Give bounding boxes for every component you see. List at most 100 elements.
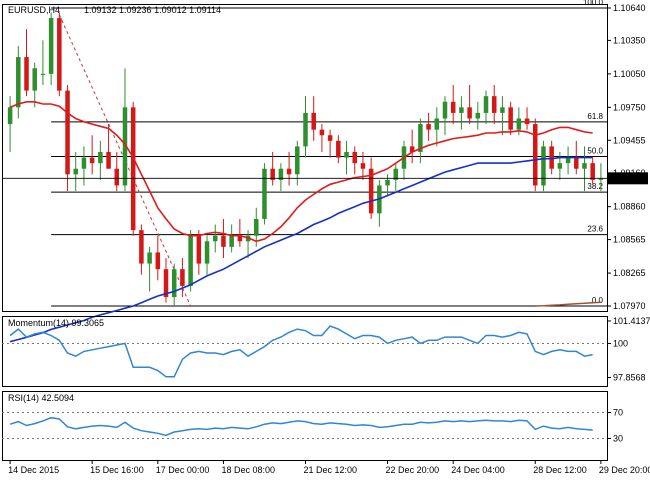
candle-bull <box>212 235 218 242</box>
candle-bull <box>459 107 464 113</box>
candle-bear <box>574 157 579 169</box>
rsi-tick-label: 70 <box>613 408 623 418</box>
time-tick-label: 24 Dec 04:00 <box>451 465 505 475</box>
candle-bear <box>139 230 144 264</box>
candle-bull <box>475 112 481 119</box>
time-tick-label: 21 Dec 12:00 <box>304 465 358 475</box>
candle-bear <box>368 168 374 214</box>
candle-bull <box>122 107 128 186</box>
candle-bull <box>557 163 563 169</box>
candle-bear <box>286 168 292 175</box>
candle-bull <box>98 151 103 164</box>
momentum-panel: 101.4137 100 97.8568 <box>2 316 650 387</box>
candle-bull <box>598 178 604 180</box>
candle-bull <box>385 179 390 186</box>
candle-bull <box>393 168 399 180</box>
candle-bull <box>516 118 522 130</box>
main-title: EURUSD,H4 <box>8 5 60 15</box>
candle-bull <box>147 252 152 264</box>
price-tick-label: 1.10640 <box>613 3 646 13</box>
time-axis: 14 Dec 2015 15 Dec 16:00 17 Dec 00:00 18 De… <box>8 460 650 475</box>
candle-bull <box>418 124 423 152</box>
candle-bear <box>106 151 111 169</box>
candle-bear <box>163 269 169 298</box>
candle-bear <box>114 168 120 186</box>
current-price-label: 1.09114 <box>611 174 643 184</box>
candle-bear <box>24 57 29 91</box>
candle-bear <box>352 151 357 164</box>
time-tick-label: 18 Dec 08:00 <box>221 465 275 475</box>
ma-red-line <box>9 101 593 243</box>
main-price-panel: 1.10640 1.10350 1.10050 1.09750 1.09455 1.091… <box>2 0 648 343</box>
candle-bear <box>524 118 530 125</box>
candle-bear <box>65 90 70 175</box>
candle-bear <box>89 157 95 164</box>
candle-bull <box>40 73 46 75</box>
time-tick-label: 17 Dec 00:00 <box>156 465 210 475</box>
candle-bull <box>344 151 349 158</box>
price-tick-label: 1.09455 <box>613 135 646 145</box>
fib-label: 61.8 <box>587 112 603 121</box>
panel-frame <box>2 4 608 312</box>
candle-bear <box>155 252 161 270</box>
candle-bull <box>303 112 308 147</box>
candle-bear <box>319 129 325 136</box>
fib-label: 23.6 <box>587 225 603 234</box>
time-tick-label: 14 Dec 2015 <box>8 465 59 475</box>
candle-bull <box>278 168 284 180</box>
candle-bear <box>180 269 185 286</box>
panel-frame <box>2 316 608 387</box>
candle-bear <box>130 107 136 231</box>
candle-bear <box>57 18 62 91</box>
candle-bull <box>81 157 87 169</box>
momentum-line <box>9 325 593 378</box>
current-price-box <box>608 172 648 185</box>
ma-brown-line <box>535 301 601 307</box>
candle-bull <box>188 235 193 286</box>
candle-bull <box>229 235 234 247</box>
candle-bull <box>48 18 54 74</box>
candle-bear <box>409 146 415 152</box>
candle-bull <box>295 146 300 175</box>
price-tick-label: 1.08265 <box>613 268 646 278</box>
candle-bull <box>434 118 440 130</box>
time-tick-label: 29 Dec 20:00 <box>599 465 650 475</box>
ohlc-readout: 1.09132 1.09236 1.09012 1.09114 <box>84 5 221 15</box>
candle-bear <box>532 124 538 186</box>
price-tick-label: 1.10350 <box>613 35 646 45</box>
trend-line <box>58 14 192 307</box>
momentum-title: Momentum(14) 99.3065 <box>8 318 104 328</box>
candle-bear <box>221 235 226 247</box>
candle-bear <box>491 96 497 113</box>
candle-bear <box>508 107 513 130</box>
candle-bull <box>32 68 37 91</box>
candle-bull <box>204 241 210 264</box>
price-tick-label: 1.10050 <box>613 69 646 79</box>
candle-bear <box>549 146 554 169</box>
candle-bull <box>262 168 267 219</box>
time-tick-label: 15 Dec 16:00 <box>90 465 144 475</box>
rsi-line <box>9 416 593 437</box>
candle-bull <box>442 101 448 119</box>
candle-bear <box>450 101 456 113</box>
fib-label: 38.2 <box>587 182 603 191</box>
candle-bull <box>565 157 571 164</box>
candle-bull <box>483 96 489 113</box>
candle-bear <box>426 124 431 130</box>
candle-bull <box>73 168 79 175</box>
candle-bull <box>16 57 21 108</box>
candle-bear <box>196 235 202 264</box>
candle-bear <box>237 235 243 242</box>
rsi-tick-label: 30 <box>613 434 623 444</box>
candle-bull <box>7 107 13 125</box>
momentum-tick-label: 97.8568 <box>613 373 646 383</box>
candle-bear <box>590 163 595 180</box>
price-tick-label: 1.08860 <box>613 202 646 212</box>
price-tick-label: 1.09750 <box>613 102 646 112</box>
ma-blue-line <box>9 156 593 343</box>
candle-bull <box>500 107 505 113</box>
candle-bull <box>582 163 587 169</box>
fib-label: 0.0 <box>592 296 604 305</box>
